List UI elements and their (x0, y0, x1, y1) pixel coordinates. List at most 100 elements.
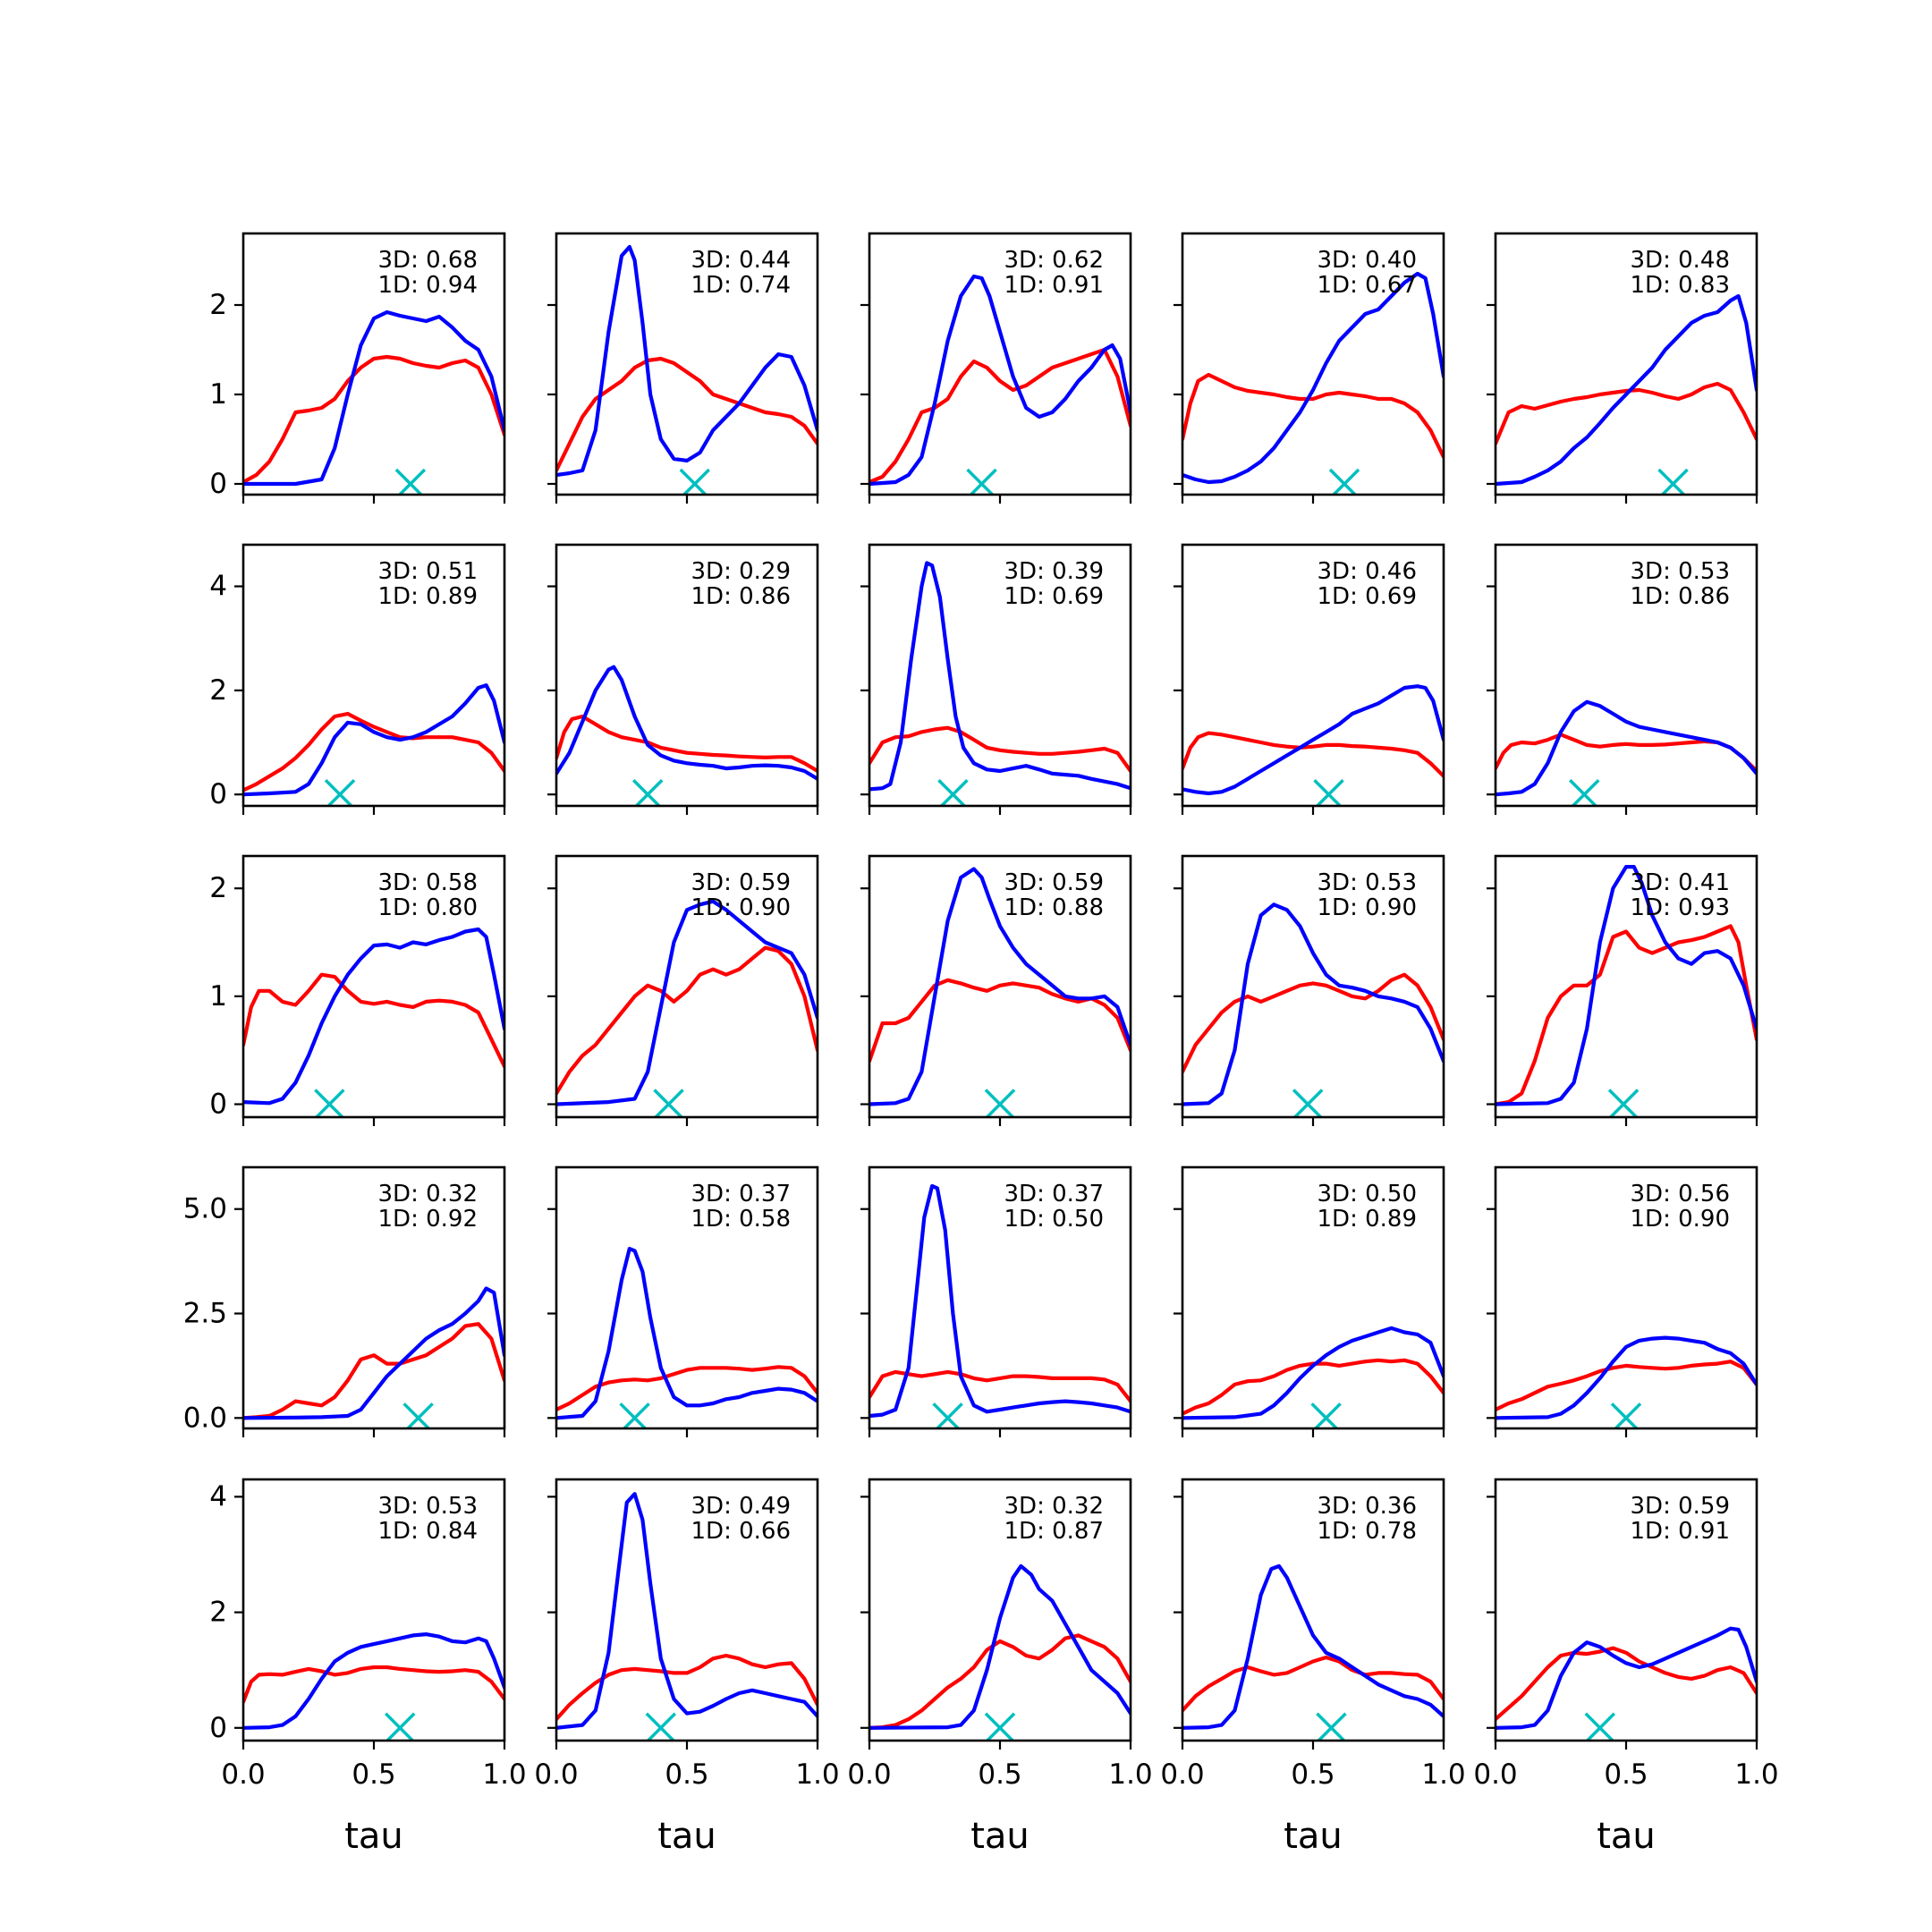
curve-3d (243, 309, 504, 487)
x-marker (645, 1712, 677, 1741)
x-tick-label: 1.0 (1108, 1758, 1152, 1791)
x-axis-label: tau (344, 1816, 403, 1857)
score-annotation: 3D: 0.40 (1318, 247, 1417, 274)
curve-3d (1182, 902, 1444, 1106)
curve-1d (243, 354, 504, 485)
curve-3d (243, 927, 504, 1106)
y-tick-label: 5.0 (183, 1193, 227, 1225)
curve-1d (1496, 924, 1757, 1106)
score-annotation: 3D: 0.68 (378, 247, 478, 274)
score-annotation: 3D: 0.37 (1004, 1181, 1104, 1208)
score-annotation: 3D: 0.49 (691, 1493, 791, 1520)
x-marker (1292, 1089, 1324, 1117)
x-marker (314, 1089, 345, 1117)
plot-area (243, 233, 504, 495)
x-tick-label: 1.0 (1421, 1758, 1465, 1791)
x-marker (1313, 778, 1344, 806)
x-marker (937, 778, 969, 806)
score-annotation: 3D: 0.50 (1318, 1181, 1417, 1208)
score-annotation: 1D: 0.89 (378, 583, 478, 610)
x-marker (324, 778, 356, 806)
score-annotation: 1D: 0.69 (1004, 583, 1104, 610)
x-marker (984, 1712, 1016, 1741)
curve-3d (869, 1183, 1131, 1419)
x-tick-label: 1.0 (795, 1758, 839, 1791)
y-tick-label: 0.0 (183, 1402, 227, 1434)
x-marker (1584, 1712, 1616, 1741)
x-marker (1657, 468, 1689, 495)
score-annotation: 3D: 0.41 (1631, 869, 1730, 896)
curve-1d (869, 1633, 1131, 1730)
score-annotation: 1D: 0.86 (691, 583, 791, 610)
x-axis-label: tau (1597, 1816, 1656, 1857)
curve-1d (556, 714, 818, 774)
plot-area (1182, 233, 1444, 495)
curve-3d (1182, 1326, 1444, 1420)
x-marker (1569, 778, 1600, 806)
plot-area (1182, 545, 1444, 806)
score-annotation: 3D: 0.32 (378, 1181, 478, 1208)
curve-1d (243, 972, 504, 1069)
x-tick-label: 0.0 (847, 1758, 891, 1791)
score-annotation: 1D: 0.78 (1318, 1518, 1417, 1545)
x-marker (631, 778, 664, 806)
curve-3d (1182, 684, 1444, 796)
curve-1d (869, 347, 1131, 485)
plot-area (869, 1479, 1131, 1741)
x-tick-label: 1.0 (482, 1758, 526, 1791)
score-annotation: 1D: 0.93 (1631, 894, 1730, 921)
score-annotation: 1D: 0.50 (1004, 1206, 1104, 1233)
score-annotation: 1D: 0.90 (691, 894, 791, 921)
x-tick-label: 0.5 (665, 1758, 708, 1791)
x-marker (679, 468, 710, 495)
score-annotation: 3D: 0.29 (691, 558, 791, 585)
curve-1d (1496, 381, 1757, 446)
score-annotation: 1D: 0.66 (691, 1518, 791, 1545)
curve-3d (556, 1247, 818, 1420)
y-tick-label: 4 (209, 1480, 227, 1513)
curve-3d (869, 1563, 1131, 1730)
x-tick-label: 0.5 (352, 1758, 395, 1791)
x-tick-label: 0.5 (978, 1758, 1021, 1791)
curve-3d (243, 1286, 504, 1420)
curve-3d (1496, 699, 1757, 797)
score-annotation: 1D: 0.80 (378, 894, 478, 921)
curve-3d (243, 683, 504, 797)
x-marker (1328, 468, 1360, 495)
score-annotation: 1D: 0.69 (1318, 583, 1417, 610)
score-annotation: 1D: 0.91 (1004, 272, 1104, 299)
plot-area (556, 233, 818, 495)
score-annotation: 1D: 0.91 (1631, 1518, 1730, 1545)
score-annotation: 1D: 0.89 (1318, 1206, 1417, 1233)
plot-area (556, 856, 818, 1117)
curve-3d (556, 665, 818, 781)
curve-3d (1496, 1335, 1757, 1420)
curve-1d (1496, 1646, 1757, 1722)
curve-1d (243, 711, 504, 792)
plot-area (1496, 856, 1757, 1117)
score-annotation: 1D: 0.67 (1318, 272, 1417, 299)
plot-area (243, 1167, 504, 1428)
plot-area (243, 856, 504, 1117)
score-annotation: 3D: 0.48 (1631, 247, 1730, 274)
y-tick-label: 0 (209, 1712, 227, 1744)
y-tick-label: 4 (209, 571, 227, 603)
